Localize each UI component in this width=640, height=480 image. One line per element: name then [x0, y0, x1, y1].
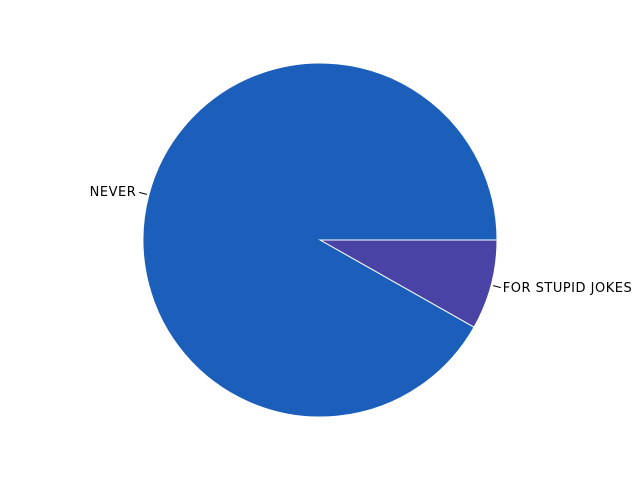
slice-label: FOR STUPID JOKES: [503, 281, 632, 296]
leader-line: [139, 192, 147, 194]
slice-label: NEVER: [90, 185, 137, 200]
pie-slice-never: [143, 63, 497, 417]
leader-line: [493, 286, 501, 288]
pie-slices: [143, 63, 497, 417]
